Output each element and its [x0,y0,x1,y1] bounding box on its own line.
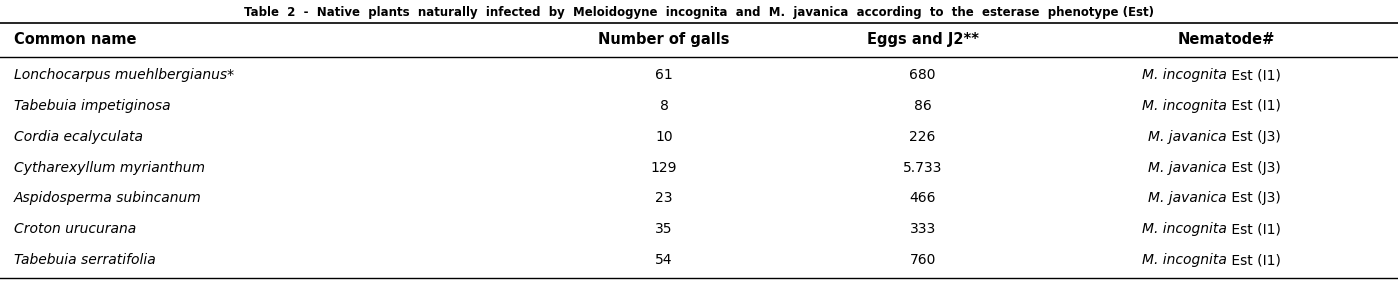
Text: Est (I1): Est (I1) [1227,68,1281,82]
Text: Common name: Common name [14,32,137,47]
Text: Tabebuia serratifolia: Tabebuia serratifolia [14,253,155,267]
Text: 8: 8 [660,99,668,113]
Text: 35: 35 [656,222,672,236]
Text: M. incognita: M. incognita [1142,99,1227,113]
Text: 5.733: 5.733 [903,160,942,175]
Text: M. javanica: M. javanica [1148,191,1227,205]
Text: Tabebuia impetiginosa: Tabebuia impetiginosa [14,99,171,113]
Text: 129: 129 [651,160,677,175]
Text: Croton urucurana: Croton urucurana [14,222,136,236]
Text: Eggs and J2**: Eggs and J2** [867,32,979,47]
Text: Est (J3): Est (J3) [1227,130,1281,144]
Text: Lonchocarpus muehlbergianus*: Lonchocarpus muehlbergianus* [14,68,233,82]
Text: Number of galls: Number of galls [598,32,730,47]
Text: 466: 466 [910,191,935,205]
Text: Est (I1): Est (I1) [1227,253,1281,267]
Text: 680: 680 [910,68,935,82]
Text: M. incognita: M. incognita [1142,253,1227,267]
Text: M. incognita: M. incognita [1142,68,1227,82]
Text: M. javanica: M. javanica [1148,160,1227,175]
Text: Nematode#: Nematode# [1179,32,1275,47]
Text: 333: 333 [910,222,935,236]
Text: 226: 226 [910,130,935,144]
Text: Est (I1): Est (I1) [1227,222,1281,236]
Text: 86: 86 [914,99,931,113]
Text: Est (J3): Est (J3) [1227,191,1281,205]
Text: 760: 760 [910,253,935,267]
Text: M. incognita: M. incognita [1142,222,1227,236]
Text: Table  2  -  Native  plants  naturally  infected  by  Meloidogyne  incognita  an: Table 2 - Native plants naturally infect… [245,6,1153,19]
Text: Cordia ecalyculata: Cordia ecalyculata [14,130,143,144]
Text: Est (I1): Est (I1) [1227,99,1281,113]
Text: 23: 23 [656,191,672,205]
Text: M. javanica: M. javanica [1148,130,1227,144]
Text: 61: 61 [656,68,672,82]
Text: 54: 54 [656,253,672,267]
Text: Aspidosperma subincanum: Aspidosperma subincanum [14,191,201,205]
Text: Est (J3): Est (J3) [1227,160,1281,175]
Text: 10: 10 [656,130,672,144]
Text: Cytharexyllum myrianthum: Cytharexyllum myrianthum [14,160,206,175]
